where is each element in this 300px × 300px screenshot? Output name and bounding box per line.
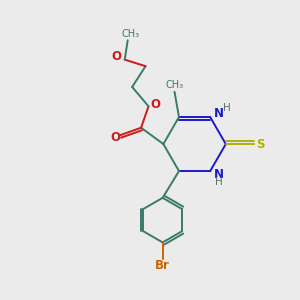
Text: N: N [214, 168, 224, 181]
Text: O: O [111, 50, 122, 63]
Text: H: H [223, 103, 230, 113]
Text: Br: Br [155, 259, 170, 272]
Text: O: O [150, 98, 160, 111]
Text: O: O [110, 131, 120, 144]
Text: CH₃: CH₃ [166, 80, 184, 90]
Text: H: H [214, 177, 222, 188]
Text: S: S [256, 138, 265, 151]
Text: N: N [214, 107, 224, 120]
Text: CH₃: CH₃ [121, 29, 139, 39]
